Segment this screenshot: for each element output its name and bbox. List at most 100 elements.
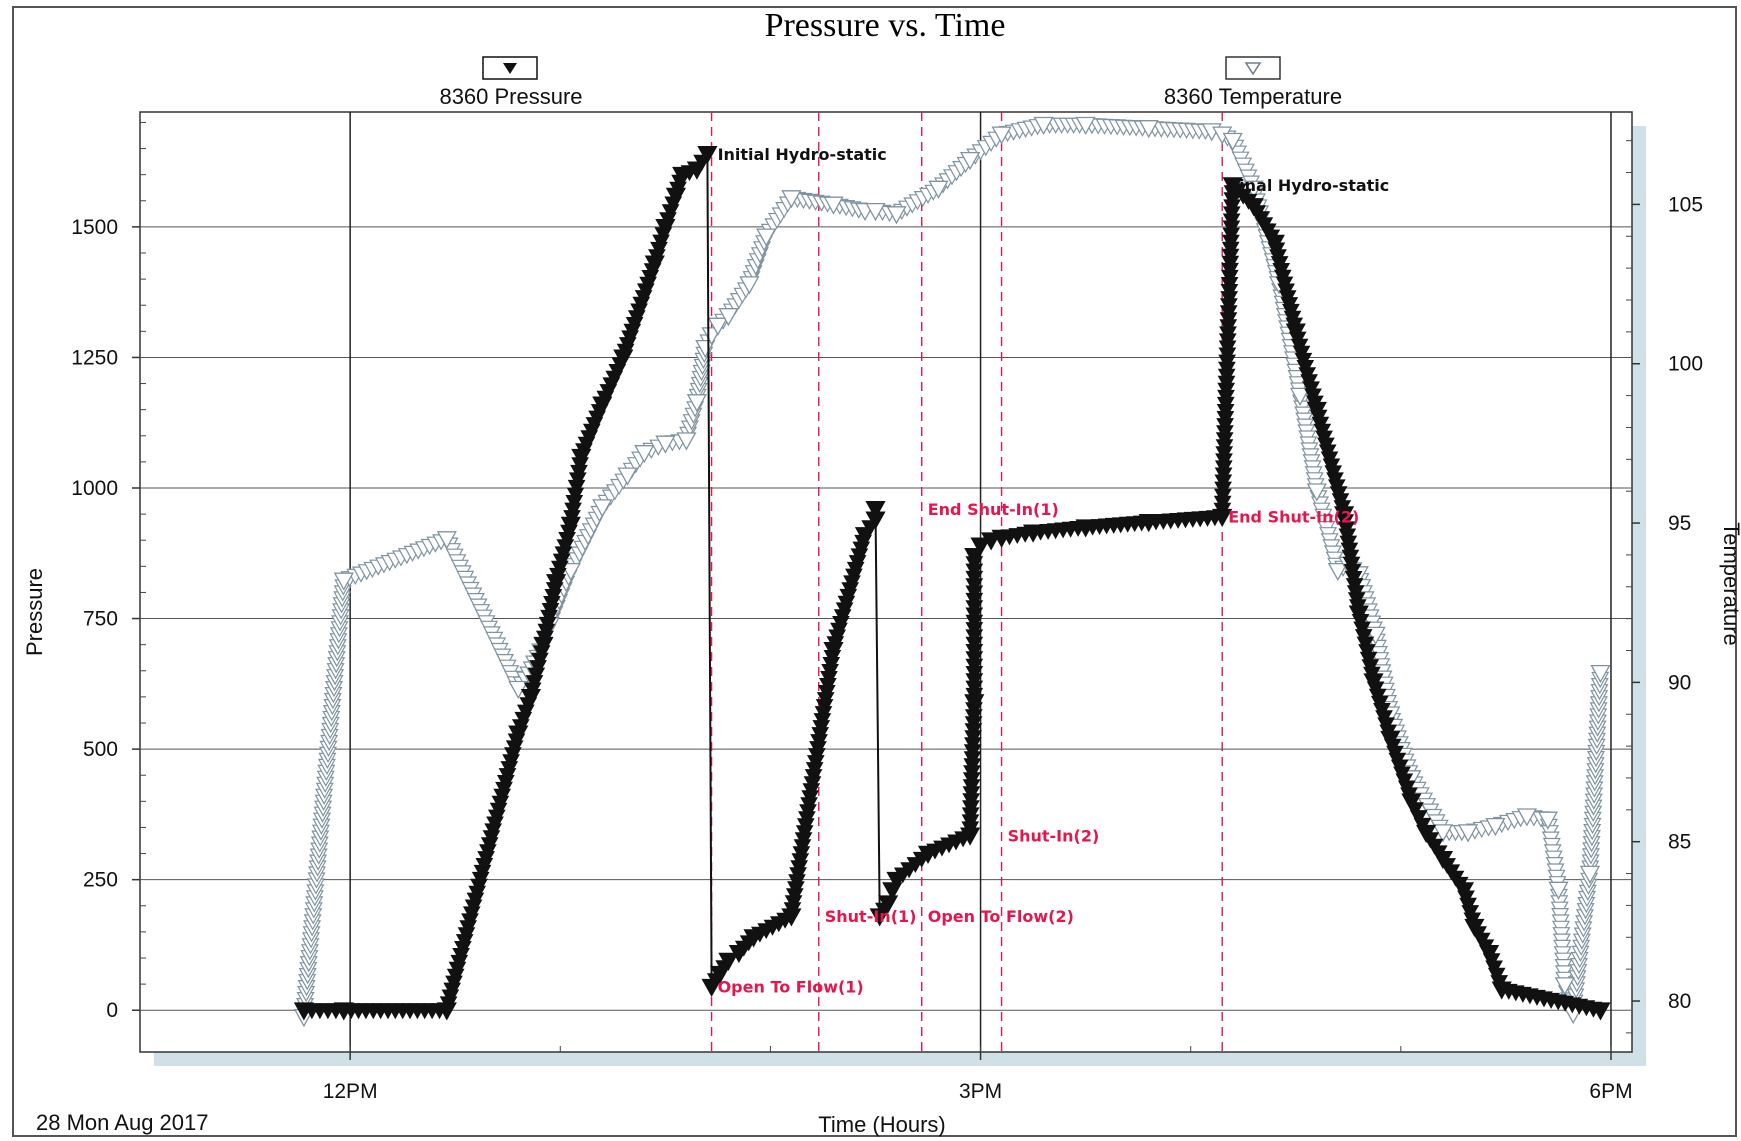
series-markers-temperature bbox=[293, 116, 1611, 1028]
temperature-point bbox=[718, 308, 739, 327]
y-left-tick-label: 1250 bbox=[71, 346, 118, 369]
pressure-point bbox=[571, 448, 592, 468]
pressure-point bbox=[1409, 810, 1428, 827]
pressure-point bbox=[728, 944, 750, 964]
grid-lines bbox=[140, 112, 1632, 1052]
temperature-point bbox=[1537, 811, 1559, 830]
pressure-point bbox=[1432, 850, 1454, 870]
temperature-point bbox=[1033, 116, 1054, 136]
pressure-point bbox=[1243, 198, 1264, 217]
pressure-point bbox=[1212, 508, 1233, 528]
pressure-point bbox=[865, 501, 886, 520]
pressure-point bbox=[1415, 824, 1437, 844]
pressure-point bbox=[436, 1002, 457, 1021]
chart-frame bbox=[12, 6, 1737, 1137]
temperature-point bbox=[1457, 824, 1479, 843]
legend-pressure-marker-icon bbox=[503, 63, 517, 74]
y-left-tick-label: 250 bbox=[83, 869, 118, 892]
temperature-point bbox=[1579, 865, 1601, 884]
pressure-point bbox=[959, 827, 981, 846]
pressure-point bbox=[1348, 605, 1369, 624]
temperature-point bbox=[991, 126, 1012, 145]
series-layer bbox=[293, 116, 1611, 1028]
pressure-point bbox=[781, 908, 802, 927]
pressure-point bbox=[709, 965, 731, 985]
pressure-point bbox=[1306, 401, 1327, 421]
date-label: 28 Mon Aug 2017 bbox=[36, 1110, 208, 1135]
pressure-point bbox=[701, 978, 722, 998]
pressure-point bbox=[592, 396, 613, 415]
y-right-tick-label: 105 bbox=[1668, 193, 1703, 216]
pressure-point bbox=[718, 952, 739, 971]
pressure-point bbox=[545, 574, 567, 593]
pressure-point bbox=[1363, 673, 1384, 692]
axes: 0 250 500 750 1000 1250 1500 80 85 90 95 100 105 12PM… bbox=[71, 121, 1703, 1103]
temperature-point bbox=[617, 467, 638, 486]
event-lines bbox=[710, 112, 1223, 1052]
pressure-point bbox=[1478, 944, 1500, 964]
temperature-point bbox=[1289, 387, 1311, 406]
pressure-point bbox=[533, 636, 554, 656]
temperature-point bbox=[655, 435, 676, 454]
event-annotation: Initial Hydro-static bbox=[718, 145, 887, 164]
temperature-point bbox=[1554, 977, 1575, 996]
pressure-point bbox=[697, 145, 718, 165]
temperature-point bbox=[676, 432, 697, 451]
temperature-point bbox=[959, 151, 981, 171]
temperature-point bbox=[1222, 132, 1243, 152]
pressure-point bbox=[877, 895, 899, 914]
temperature-point bbox=[436, 531, 457, 550]
pressure-point bbox=[1222, 177, 1243, 196]
pressure-point bbox=[686, 161, 708, 180]
pressure-point bbox=[672, 166, 693, 186]
temperature-point bbox=[333, 572, 354, 591]
x-axis-label: Time (Hours) bbox=[818, 1112, 946, 1137]
temperature-point bbox=[1327, 562, 1348, 582]
event-annotation: End Shut-In(2) bbox=[1228, 508, 1359, 527]
temperature-point bbox=[707, 317, 729, 336]
y-left-tick-label: 1000 bbox=[71, 477, 118, 500]
temperature-point bbox=[781, 190, 802, 209]
pressure-point bbox=[1380, 730, 1401, 750]
temperature-point bbox=[1590, 664, 1611, 684]
temperature-point bbox=[1138, 120, 1159, 139]
y-left-tick-label: 500 bbox=[83, 738, 118, 761]
y-left-tick-label: 1500 bbox=[71, 216, 118, 239]
pressure-point bbox=[886, 871, 907, 891]
pressure-point bbox=[1491, 981, 1512, 1000]
pressure-point bbox=[823, 642, 844, 661]
temperature-point bbox=[865, 202, 886, 222]
event-annotation: Shut-In(2) bbox=[1008, 826, 1100, 845]
x-tick-label: 12PM bbox=[323, 1080, 378, 1103]
temperature-point bbox=[886, 206, 907, 225]
temperature-point bbox=[1306, 483, 1327, 502]
pressure-point bbox=[743, 929, 764, 948]
pressure-point bbox=[991, 529, 1012, 548]
event-annotation: Open To Flow(1) bbox=[718, 978, 864, 997]
temperature-point bbox=[823, 196, 844, 215]
pressure-point bbox=[854, 527, 876, 546]
event-annotation: Shut-In(1) bbox=[825, 907, 917, 926]
pressure-point bbox=[1464, 918, 1485, 938]
pressure-point bbox=[917, 845, 939, 864]
temperature-point bbox=[756, 228, 777, 247]
pressure-point bbox=[520, 689, 542, 708]
pressure-point bbox=[1075, 519, 1096, 538]
temperature-point bbox=[560, 562, 581, 582]
chart-title: Pressure vs. Time bbox=[765, 7, 1006, 44]
legend-pressure-box bbox=[482, 56, 538, 80]
pressure-point bbox=[665, 187, 687, 206]
plot-area bbox=[139, 111, 1633, 1053]
y-left-tick-label: 750 bbox=[83, 608, 118, 631]
temperature-point bbox=[695, 339, 716, 359]
pressure-point bbox=[644, 255, 665, 274]
x-tick-label: 6PM bbox=[1589, 1080, 1632, 1103]
pressure-point bbox=[293, 1002, 315, 1021]
temperature-point bbox=[634, 445, 655, 464]
pressure-point bbox=[655, 219, 676, 238]
legend-temperature-label: 8360 Temperature bbox=[1164, 84, 1342, 109]
temperature-point bbox=[1516, 808, 1538, 827]
pressure-point bbox=[1453, 882, 1475, 901]
pressure-point bbox=[613, 349, 634, 368]
